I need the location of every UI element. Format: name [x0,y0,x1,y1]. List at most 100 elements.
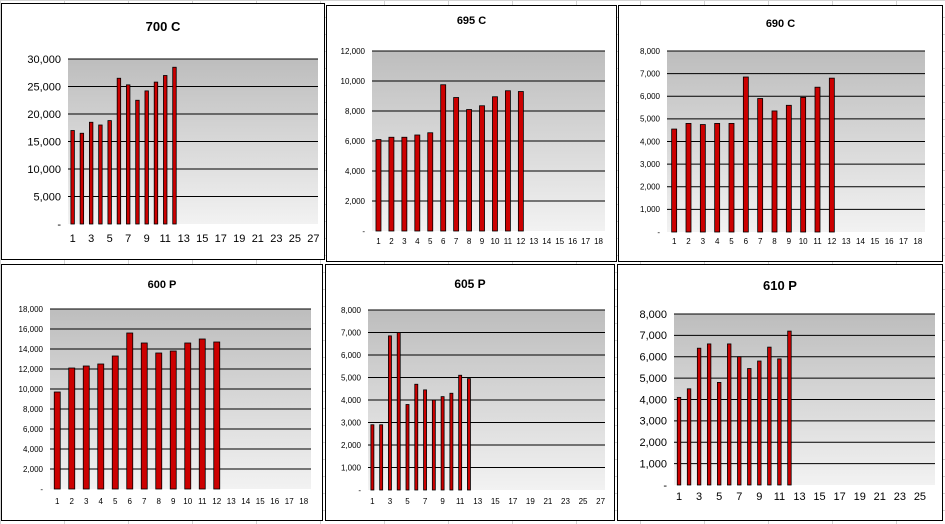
y-tick-label: 6,000 [23,425,44,434]
y-tick-label: 30,000 [27,54,61,66]
y-tick-label: 4,000 [640,137,661,146]
bar [458,374,463,491]
bar [466,109,472,232]
y-tick-label: 12,000 [19,365,44,374]
bar [144,90,149,225]
x-tick-label: 17 [834,491,846,503]
bar [163,75,168,225]
y-tick-label: 5,000 [33,191,61,203]
chart-panel-700c[interactable]: 700 C - 5,000 10,000 15,000 20,000 25,000 30,0… [1,3,325,260]
bar [696,347,702,486]
chart-panel-605p[interactable]: 605 P - 1,000 2,000 3,000 4,000 5,000 6,000 7,0… [325,264,615,521]
bar [405,404,410,491]
bar [88,121,94,225]
x-tick-label: 17 [581,237,590,246]
x-tick-label: 17 [215,233,227,245]
y-tick-label: 14,000 [19,345,44,354]
x-tick-label: 15 [491,497,500,506]
x-tick-label: 8 [772,237,777,246]
chart-svg: - 2,000 4,000 6,000 8,000 10,000 12,000 14,000 1… [19,305,311,506]
bar [757,360,762,486]
bar [213,341,221,490]
x-tick-label: 15 [555,237,564,246]
y-tick-label: 10,000 [27,164,61,176]
y-tick-label: 8,000 [639,309,667,321]
x-tick-label: 25 [579,497,588,506]
chart-panel-600p[interactable]: 600 P - 2,000 4,000 6,000 8,000 10,000 12,000 1… [1,264,323,521]
x-tick-label: 15 [870,237,879,246]
x-tick-label: 9 [480,237,485,246]
bar [172,66,177,225]
y-tick-label: 4,000 [639,394,667,406]
bar [771,110,778,233]
y-tick-label: 18,000 [19,305,44,314]
x-tick-label: 5 [405,497,410,506]
x-tick-label: 8 [467,237,472,246]
x-tick-label: 19 [526,497,535,506]
bar [706,343,712,486]
x-tick-label: 5 [729,237,734,246]
y-tick-label: 2,000 [345,197,366,206]
bar [169,350,177,490]
y-tick-label: - [657,228,660,237]
y-tick-label: - [663,480,667,492]
x-tick-label: 7 [125,233,131,245]
x-tick-label: 1 [370,497,375,506]
chart-title: 610 P [763,278,797,293]
bar [449,392,454,491]
x-tick-label: 15 [256,497,265,506]
x-tick-label: 9 [440,497,445,506]
bar [116,77,122,225]
x-tick-label: 27 [596,497,605,506]
bar [747,368,752,486]
x-tick-label: 25 [914,491,926,503]
x-tick-label: 3 [696,491,702,503]
y-tick-label: 8,000 [23,405,44,414]
bar [153,81,159,225]
y-tick-label: 10,000 [19,385,44,394]
y-tick-label: 4,000 [341,396,362,405]
y-tick-label: 1,000 [639,458,667,470]
y-tick-label: 25,000 [27,81,61,93]
x-tick-label: 9 [787,237,792,246]
bar [97,363,105,490]
bar [155,352,163,490]
bar [414,134,421,232]
bar [717,382,722,486]
bar [53,391,61,490]
x-tick-label: 3 [88,233,94,245]
x-tick-label: 13 [842,237,851,246]
bar [107,120,112,225]
y-tick-label: 8,000 [640,47,661,56]
chart-svg: - 1,000 2,000 3,000 4,000 5,000 6,000 7,000 8,00… [341,306,606,506]
y-tick-label: 6,000 [341,351,362,360]
chart-svg: - 5,000 10,000 15,000 20,000 25,000 30,000 1 3 5 7… [27,54,319,245]
y-tick-label: 1,000 [341,463,362,472]
y-tick-label: - [57,219,61,231]
x-tick-label: 10 [491,237,500,246]
y-tick-label: 1,000 [640,205,661,214]
bar [686,388,692,486]
chart-panel-695c[interactable]: 695 C - 2,000 4,000 6,000 8,000 10,000 12,000 1… [326,5,617,262]
bar [82,365,90,490]
x-tick-label: 4 [415,237,420,246]
chart-title: 690 C [765,18,796,30]
x-tick-label: 19 [854,491,866,503]
y-tick-label: 3,000 [341,418,362,427]
x-tick-label: 16 [885,237,894,246]
x-tick-label: 13 [529,237,538,246]
x-tick-label: 23 [270,233,282,245]
chart-panel-610p[interactable]: 610 P - 1,000 2,000 3,000 4,000 5,000 6,000 7,0… [617,264,943,521]
bar [401,136,408,232]
x-tick-label: 2 [389,237,394,246]
chart-svg: - 1,000 2,000 3,000 4,000 5,000 6,000 7,000 8,00… [639,309,935,503]
y-tick-label: 4,000 [23,445,44,454]
chart-panel-690c[interactable]: 690 C - 1,000 2,000 3,000 4,000 5,000 6,000 7,0… [618,5,943,262]
chart-title: 600 P [147,279,177,291]
x-tick-label: 3 [84,497,89,506]
x-tick-label: 25 [289,233,301,245]
bar [517,91,524,232]
bar [699,124,706,233]
x-tick-label: 2 [686,237,691,246]
bar [440,396,445,491]
